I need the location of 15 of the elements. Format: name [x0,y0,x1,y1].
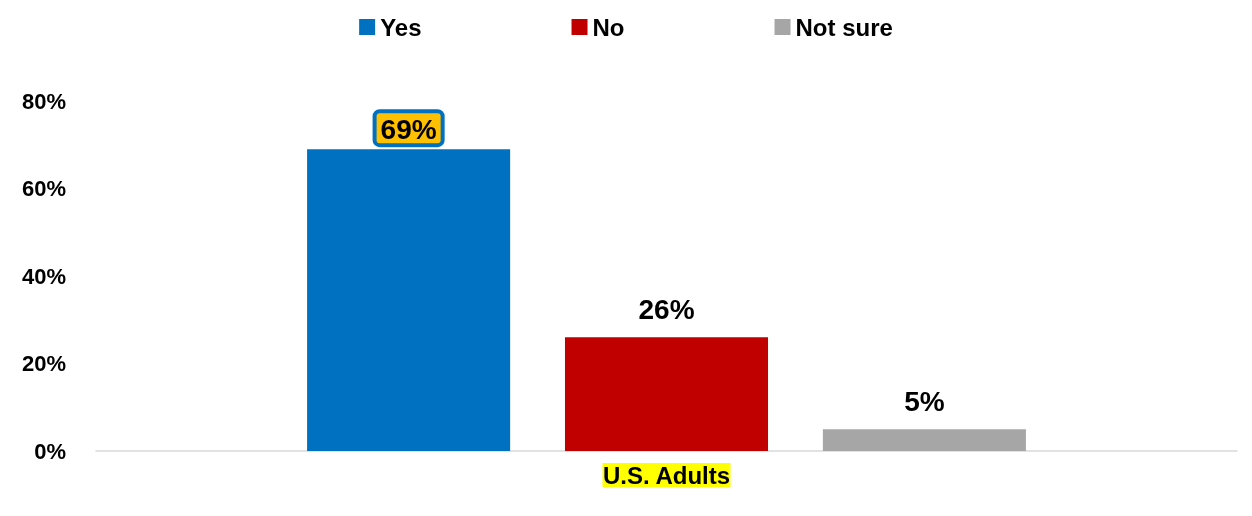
data-label: 5% [904,385,945,417]
x-tick-label: U.S. Adults [602,461,731,489]
legend-label: No [592,13,625,41]
bar [564,337,769,451]
bar [822,429,1026,451]
y-tick-label: 40% [21,263,66,289]
data-label: 26% [638,293,695,325]
y-tick-label: 60% [21,176,66,201]
y-tick-label: 20% [21,351,66,376]
data-label: 69% [380,113,437,145]
bar [307,149,511,451]
y-tick-label: 0% [34,438,66,464]
legend-label: Not sure [795,13,893,41]
y-tick-label: 80% [21,88,66,114]
legend-label: Yes [380,13,422,41]
